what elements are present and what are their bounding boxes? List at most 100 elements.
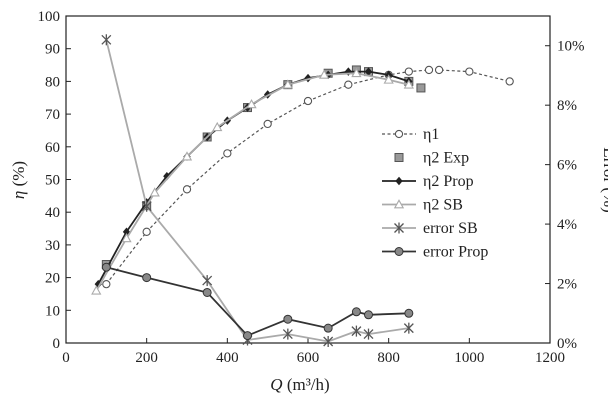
data-point: [351, 67, 362, 78]
marker-shape: [142, 227, 151, 236]
y2-tick-label: 6%: [557, 158, 577, 174]
marker-shape: [101, 262, 111, 272]
x-tick-label: 1000: [454, 350, 484, 366]
data-point: [142, 273, 152, 283]
marker-shape: [465, 67, 474, 76]
marker-shape: [246, 98, 257, 109]
data-point: [263, 119, 272, 129]
data-point: [282, 79, 293, 89]
y2-tick-label: 8%: [557, 98, 577, 114]
marker-shape: [351, 307, 361, 317]
legend-label: η2 SB: [423, 197, 463, 214]
marker-shape: [404, 67, 413, 76]
data-point: [404, 308, 414, 318]
legend-label: η2 Prop: [423, 173, 474, 190]
y-tick-label: 0: [53, 336, 61, 352]
marker-shape: [182, 185, 192, 194]
series-layer: [91, 34, 514, 348]
marker-shape: [223, 149, 232, 158]
data-point: [101, 34, 112, 46]
legend-label: η2 Exp: [423, 150, 469, 167]
y2-tick-label: 2%: [557, 277, 577, 293]
data-point: [202, 275, 213, 287]
y-tick-label: 10: [45, 303, 60, 319]
data-point: [424, 65, 434, 75]
data-point: [434, 65, 444, 75]
marker-shape: [282, 79, 293, 89]
y2-axis-label: Error (%): [600, 147, 608, 213]
marker-shape: [263, 119, 272, 129]
data-point: [181, 151, 193, 161]
y2-axis-ticks: 0% 2% 4% 6% 8% 10%: [545, 39, 585, 352]
marker-shape: [243, 331, 252, 341]
series-line: [106, 266, 409, 337]
legend-label: η1: [423, 126, 439, 143]
data-point: [243, 331, 252, 341]
y-tick-label: 70: [45, 107, 60, 123]
x-tick-label: 1200: [535, 350, 565, 366]
legend: η1 η2 Exp η2 Prop η2 SB error SB error Prop: [382, 126, 488, 261]
series-line: [105, 39, 409, 343]
legend-marker: [395, 176, 403, 186]
x-axis-label: Q (m³/h): [270, 375, 329, 394]
data-point: [416, 83, 426, 93]
legend-label: error SB: [423, 220, 478, 237]
marker-shape: [403, 79, 414, 89]
data-point: [101, 262, 111, 272]
marker-shape: [394, 129, 404, 139]
data-point: [182, 185, 192, 194]
legend-marker: [394, 247, 404, 256]
y-tick-label: 60: [45, 140, 60, 156]
data-point: [303, 96, 313, 106]
data-point: [212, 121, 223, 132]
marker-shape: [351, 67, 362, 78]
marker-shape: [394, 247, 404, 256]
data-point: [344, 80, 353, 89]
marker-shape: [283, 314, 293, 324]
data-point: [318, 69, 330, 79]
y2-tick-label: 0%: [557, 336, 577, 352]
marker-shape: [142, 273, 152, 283]
marker-shape: [344, 80, 353, 89]
axes: [65, 15, 551, 344]
marker-shape: [91, 285, 102, 295]
data-point: [323, 323, 333, 333]
data-point: [121, 233, 132, 243]
marker-shape: [323, 323, 333, 333]
data-point: [223, 149, 232, 158]
y-tick-label: 50: [45, 173, 60, 189]
plot-frame: [65, 15, 551, 344]
marker-shape: [395, 176, 403, 186]
data-point: [91, 285, 102, 295]
data-point: [283, 314, 293, 324]
x-axis-ticks: 0 200 400 600 800 1000 1200: [62, 338, 565, 366]
marker-shape: [181, 151, 193, 161]
y-tick-label: 80: [45, 74, 60, 90]
data-point: [141, 200, 152, 212]
marker-shape: [394, 153, 404, 162]
y-tick-label: 100: [38, 9, 61, 25]
data-point: [282, 328, 293, 340]
data-point: [142, 227, 151, 236]
y-tick-label: 30: [45, 238, 60, 254]
y-axis-ticks: 0 10 20 30 40 50 60 70 80 90 100: [38, 9, 71, 352]
marker-shape: [383, 74, 394, 84]
marker-shape: [303, 96, 313, 106]
marker-shape: [434, 65, 444, 75]
data-point: [383, 74, 394, 84]
data-point: [403, 322, 414, 334]
data-point: [364, 310, 373, 320]
data-point: [149, 187, 160, 197]
data-point: [403, 79, 414, 89]
legend-marker: [393, 199, 405, 209]
marker-shape: [318, 69, 330, 79]
y-tick-label: 90: [45, 42, 60, 58]
data-point: [323, 336, 334, 348]
data-point: [102, 279, 111, 289]
marker-shape: [416, 83, 426, 93]
marker-shape: [404, 308, 414, 318]
x-tick-label: 200: [135, 350, 158, 366]
x-tick-label: 400: [216, 350, 239, 366]
legend-marker: [394, 222, 404, 234]
